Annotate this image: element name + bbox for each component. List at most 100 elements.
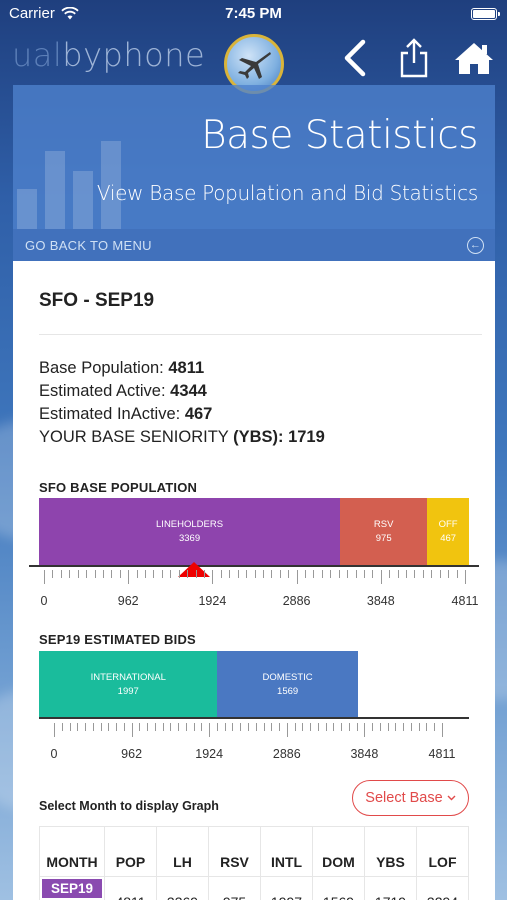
- population-tick: [363, 570, 365, 578]
- bids-tick: [364, 723, 366, 737]
- population-tick: [77, 570, 79, 578]
- table-header-row: MONTH POP LH RSV INTL DOM YBS LOF: [39, 826, 469, 877]
- bids-tick: [147, 723, 149, 731]
- page-subtitle: View Base Population and Bid Statistics: [96, 181, 478, 205]
- population-tick-label: 4811: [451, 594, 479, 608]
- bids-tick: [61, 723, 63, 731]
- home-icon: [455, 43, 493, 74]
- page-banner: Base Statistics View Base Population and…: [13, 85, 495, 261]
- go-back-to-menu-link[interactable]: GO BACK TO MENU ←: [13, 229, 495, 261]
- stat-your-base-seniority: YOUR BASE SENIORITY (YBS): 1719: [39, 428, 325, 446]
- back-button[interactable]: [332, 36, 376, 80]
- population-segment-label: OFF: [438, 518, 458, 530]
- population-tick: [153, 570, 155, 578]
- bids-tick: [170, 723, 172, 731]
- bids-segment-value: 1997: [117, 685, 139, 697]
- bids-tick: [232, 723, 234, 731]
- bids-tick: [131, 723, 133, 737]
- bids-axis: 0 962 1924 2886 3848 4811: [51, 723, 455, 761]
- population-tick: [414, 570, 416, 578]
- arrow-left-circle-icon: ←: [467, 237, 484, 254]
- bids-segment-label: DOMESTIC: [262, 671, 313, 683]
- app-logo: ualbyphone: [12, 36, 206, 74]
- bids-tick: [69, 723, 71, 731]
- bids-tick: [201, 723, 203, 731]
- population-tick: [136, 570, 138, 578]
- population-axis: 0 962 1924 2886 3848 4811: [41, 570, 478, 608]
- population-tick: [465, 570, 466, 584]
- bids-tick: [255, 723, 257, 731]
- bids-bar: INTERNATIONAL 1997 DOMESTIC 1569: [39, 651, 469, 718]
- population-tick: [431, 570, 433, 578]
- bids-tick: [395, 723, 397, 731]
- bids-chart-title: SEP19 ESTIMATED BIDS: [39, 632, 196, 647]
- bids-tick: [426, 723, 428, 731]
- stat-estimated-inactive: Estimated InActive: 467: [39, 405, 213, 423]
- bids-tick: [434, 723, 436, 731]
- population-tick: [86, 570, 88, 578]
- population-tick-label: 0: [40, 594, 48, 608]
- table-cell: 975: [208, 876, 261, 900]
- population-tick: [195, 570, 197, 578]
- population-tick: [330, 570, 332, 578]
- bids-tick-label: 3848: [350, 747, 379, 761]
- population-tick-label: 3848: [366, 594, 395, 608]
- carrier: Carrier: [9, 5, 79, 22]
- select-base-button[interactable]: Select Base: [352, 780, 469, 816]
- go-back-label: GO BACK TO MENU: [25, 237, 152, 253]
- bids-tick: [178, 723, 180, 731]
- bids-tick: [418, 723, 420, 731]
- bids-tick: [387, 723, 389, 731]
- bids-segment-value: 1569: [277, 685, 299, 697]
- stat-estimated-active: Estimated Active: 4344: [39, 382, 207, 400]
- bids-tick: [77, 723, 79, 731]
- bids-tick: [100, 723, 102, 731]
- clock: 7:45 PM: [225, 5, 282, 22]
- bids-tick: [162, 723, 164, 731]
- divider: [39, 334, 482, 335]
- population-tick: [44, 570, 45, 584]
- population-segment-label: LINEHOLDERS: [156, 518, 224, 530]
- bids-tick: [123, 723, 125, 731]
- bids-tick-label: 4811: [428, 747, 456, 761]
- population-segment-value: 3369: [178, 532, 201, 544]
- population-tick: [380, 570, 382, 584]
- bids-tick: [310, 723, 312, 731]
- population-tick: [102, 570, 104, 578]
- bids-tick: [379, 723, 381, 731]
- population-segment-value: 467: [440, 532, 457, 544]
- table-cell: 1997: [260, 876, 313, 900]
- population-tick: [161, 570, 163, 578]
- population-tick: [347, 570, 349, 578]
- population-tick: [305, 570, 307, 578]
- bids-tick-label: 962: [121, 747, 143, 761]
- population-tick: [321, 570, 323, 578]
- month-badge[interactable]: SEP19: [41, 879, 103, 898]
- table-cell: 3294: [416, 876, 469, 900]
- population-tick: [406, 570, 408, 578]
- bids-tick: [224, 723, 226, 731]
- population-tick: [271, 570, 273, 578]
- population-tick: [389, 570, 391, 578]
- population-segment-lineholders: LINEHOLDERS 3369: [39, 498, 341, 565]
- bids-tick: [403, 723, 405, 731]
- base-month-title: SFO - SEP19: [39, 290, 155, 311]
- column-header-pop: POP: [104, 826, 157, 877]
- column-header-ybs: YBS: [364, 826, 417, 877]
- population-tick: [119, 570, 121, 578]
- bids-segment-international: INTERNATIONAL 1997: [39, 651, 218, 718]
- population-tick: [439, 570, 441, 578]
- home-button[interactable]: [452, 36, 496, 80]
- population-tick: [246, 570, 248, 578]
- population-tick: [372, 570, 374, 578]
- wifi-icon: [61, 7, 79, 20]
- month-cell[interactable]: SEP19: [39, 876, 105, 900]
- stats-list: Base Population: 4811 Estimated Active: …: [39, 357, 325, 449]
- page-title: Base Statistics: [201, 113, 478, 158]
- share-button[interactable]: [392, 36, 436, 80]
- population-tick: [456, 570, 458, 578]
- population-tick: [69, 570, 71, 578]
- app-header: ualbyphone: [0, 28, 507, 94]
- bids-tick: [139, 723, 141, 731]
- column-header-rsv: RSV: [208, 826, 261, 877]
